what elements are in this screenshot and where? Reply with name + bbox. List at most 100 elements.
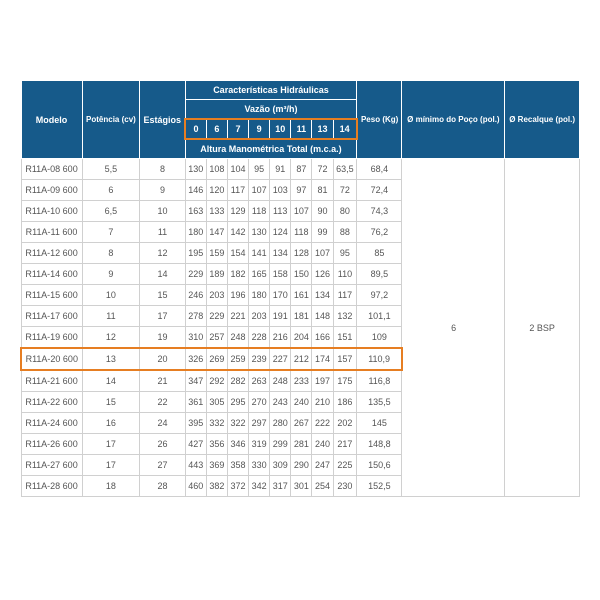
cell-estagios: 27 <box>140 455 185 476</box>
cell-modelo: R11A-22 600 <box>21 392 82 413</box>
cell-valor: 97 <box>291 180 312 201</box>
cell-modelo: R11A-14 600 <box>21 264 82 285</box>
cell-valor: 310 <box>185 327 206 349</box>
cell-peso: 116,8 <box>357 370 402 392</box>
cell-potencia: 6,5 <box>82 201 140 222</box>
cell-modelo: R11A-19 600 <box>21 327 82 349</box>
cell-estagios: 15 <box>140 285 185 306</box>
cell-valor: 243 <box>270 392 291 413</box>
cell-potencia: 17 <box>82 455 140 476</box>
cell-valor: 229 <box>206 306 227 327</box>
cell-modelo: R11A-10 600 <box>21 201 82 222</box>
cell-valor: 103 <box>270 180 291 201</box>
cell-peso: 76,2 <box>357 222 402 243</box>
cell-modelo: R11A-20 600 <box>21 348 82 370</box>
cell-valor: 113 <box>270 201 291 222</box>
cell-valor: 259 <box>227 348 248 370</box>
cell-valor: 126 <box>312 264 333 285</box>
col-recalque: Ø Recalque (pol.) <box>505 81 580 159</box>
cell-peso: 101,1 <box>357 306 402 327</box>
cell-valor: 72 <box>312 159 333 180</box>
vazao-col-6: 6 <box>206 119 227 139</box>
cell-valor: 107 <box>249 180 270 201</box>
cell-valor: 270 <box>249 392 270 413</box>
cell-estagios: 28 <box>140 476 185 497</box>
cell-valor: 130 <box>249 222 270 243</box>
cell-valor: 227 <box>270 348 291 370</box>
cell-valor: 301 <box>291 476 312 497</box>
col-caracteristicas: Características Hidráulicas <box>185 81 357 100</box>
cell-potencia: 16 <box>82 413 140 434</box>
cell-potencia: 9 <box>82 264 140 285</box>
table-row: R11A-08 6005,581301081049591877263,568,4… <box>21 159 580 180</box>
cell-valor: 150 <box>291 264 312 285</box>
cell-valor: 129 <box>227 201 248 222</box>
cell-valor: 182 <box>227 264 248 285</box>
cell-valor: 347 <box>185 370 206 392</box>
cell-modelo: R11A-15 600 <box>21 285 82 306</box>
cell-valor: 134 <box>270 243 291 264</box>
cell-valor: 157 <box>333 348 357 370</box>
cell-valor: 95 <box>249 159 270 180</box>
cell-valor: 170 <box>270 285 291 306</box>
cell-valor: 124 <box>270 222 291 243</box>
cell-valor: 281 <box>291 434 312 455</box>
cell-peso: 152,5 <box>357 476 402 497</box>
cell-valor: 210 <box>312 392 333 413</box>
cell-peso: 110,9 <box>357 348 402 370</box>
cell-valor: 158 <box>270 264 291 285</box>
cell-potencia: 11 <box>82 306 140 327</box>
cell-valor: 280 <box>270 413 291 434</box>
cell-valor: 427 <box>185 434 206 455</box>
cell-valor: 132 <box>333 306 357 327</box>
cell-valor: 358 <box>227 455 248 476</box>
cell-valor: 197 <box>312 370 333 392</box>
cell-potencia: 15 <box>82 392 140 413</box>
cell-valor: 254 <box>312 476 333 497</box>
cell-valor: 90 <box>312 201 333 222</box>
cell-estagios: 17 <box>140 306 185 327</box>
cell-valor: 110 <box>333 264 357 285</box>
cell-valor: 257 <box>206 327 227 349</box>
cell-estagios: 24 <box>140 413 185 434</box>
cell-valor: 165 <box>249 264 270 285</box>
cell-potencia: 12 <box>82 327 140 349</box>
cell-valor: 240 <box>312 434 333 455</box>
cell-valor: 240 <box>291 392 312 413</box>
cell-valor: 332 <box>206 413 227 434</box>
cell-valor: 295 <box>227 392 248 413</box>
col-peso: Peso (Kg) <box>357 81 402 159</box>
cell-valor: 278 <box>185 306 206 327</box>
cell-valor: 309 <box>270 455 291 476</box>
cell-valor: 130 <box>185 159 206 180</box>
vazao-col-13: 13 <box>312 119 333 139</box>
cell-valor: 292 <box>206 370 227 392</box>
cell-potencia: 17 <box>82 434 140 455</box>
cell-valor: 369 <box>206 455 227 476</box>
cell-valor: 148 <box>312 306 333 327</box>
cell-estagios: 12 <box>140 243 185 264</box>
vazao-col-9: 9 <box>249 119 270 139</box>
cell-valor: 141 <box>249 243 270 264</box>
cell-valor: 217 <box>333 434 357 455</box>
cell-valor: 181 <box>291 306 312 327</box>
cell-valor: 107 <box>291 201 312 222</box>
cell-peso: 68,4 <box>357 159 402 180</box>
cell-valor: 361 <box>185 392 206 413</box>
col-altura: Altura Manométrica Total (m.c.a.) <box>185 139 357 159</box>
cell-valor: 290 <box>291 455 312 476</box>
vazao-col-11: 11 <box>291 119 312 139</box>
vazao-col-7: 7 <box>227 119 248 139</box>
cell-valor: 146 <box>185 180 206 201</box>
cell-valor: 229 <box>185 264 206 285</box>
pump-spec-table-container: Modelo Potência (cv) Estágios Caracterís… <box>20 80 580 497</box>
cell-valor: 133 <box>206 201 227 222</box>
cell-valor: 118 <box>249 201 270 222</box>
cell-valor: 230 <box>333 476 357 497</box>
cell-potencia: 14 <box>82 370 140 392</box>
cell-valor: 80 <box>333 201 357 222</box>
table-header: Modelo Potência (cv) Estágios Caracterís… <box>21 81 580 159</box>
cell-modelo: R11A-26 600 <box>21 434 82 455</box>
cell-valor: 267 <box>291 413 312 434</box>
col-estagios: Estágios <box>140 81 185 159</box>
